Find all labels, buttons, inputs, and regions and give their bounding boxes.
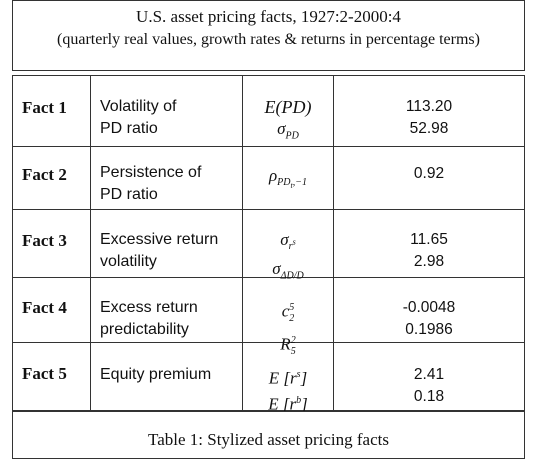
facts-table: Fact 1 Volatility of PD ratio E(PD) σPD … [12,75,525,413]
description-line: PD ratio [100,186,158,203]
table-title: U.S. asset pricing facts, 1927:2-2000:4 [136,7,401,26]
fact-values: -0.0048 0.1986 [334,297,524,341]
value: 2.41 [413,366,445,383]
fact-symbols: c25 R52 [280,301,296,358]
value: 0.1986 [405,321,453,338]
fact-values: 113.20 52.98 [334,96,524,140]
description-line: PD ratio [100,120,158,137]
fact-symbols: σrs σΔD/D [272,230,304,282]
table-header-box: U.S. asset pricing facts, 1927:2-2000:4 … [12,0,525,71]
row-divider [13,342,524,343]
fact-description: Equity premium [100,364,211,386]
fact-symbols: E [rs] E [rb] [268,368,308,414]
value: 113.20 [405,98,453,115]
fact-values: 0.92 [334,163,524,185]
description-line: Excessive return [100,231,219,248]
fact-label: Fact 1 [22,98,67,117]
value: 2.98 [413,253,445,270]
fact-label: Fact 4 [22,298,67,317]
table-subtitle: (quarterly real values, growth rates & r… [57,31,480,48]
row-divider [13,277,524,278]
column-divider [90,76,91,410]
value: -0.0048 [402,299,456,316]
fact-symbols: E(PD) σPD [264,97,312,142]
description-line: Volatility of [100,98,177,115]
value: 52.98 [409,120,449,137]
fact-label: Fact 5 [22,364,67,383]
table-caption: Table 1: Stylized asset pricing facts [148,430,389,449]
column-divider [333,76,334,410]
fact-description: Volatility of PD ratio [100,96,176,140]
fact-values: 11.65 2.98 [334,229,524,273]
fact-symbols: ρPDt,−1 [269,166,307,191]
value: 0.92 [413,165,445,182]
description-line: predictability [100,321,189,338]
value: 0.18 [413,388,445,405]
description-line: Equity premium [100,366,212,383]
table-caption-box: Table 1: Stylized asset pricing facts [12,411,525,459]
fact-description: Excessive return volatility [100,229,218,273]
row-divider [13,209,524,210]
fact-description: Excess return predictability [100,297,198,341]
fact-description: Persistence of PD ratio [100,162,201,206]
fact-label: Fact 3 [22,231,67,250]
description-line: volatility [100,253,157,270]
fact-values: 2.41 0.18 [334,364,524,408]
row-divider [13,146,524,147]
fact-label: Fact 2 [22,165,67,184]
value: 11.65 [410,231,448,248]
column-divider [242,76,243,410]
description-line: Persistence of [100,164,202,181]
description-line: Excess return [100,299,198,316]
